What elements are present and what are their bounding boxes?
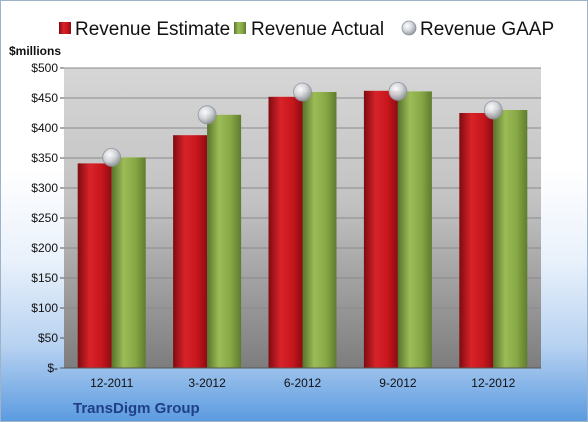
bar-revenue-estimate [173, 135, 208, 368]
gaap-markers [102, 82, 503, 167]
bar-revenue-actual [493, 110, 528, 368]
y-tick-label: $500 [31, 61, 58, 75]
y-tick-label: $400 [31, 121, 58, 135]
bar-revenue-actual [207, 114, 242, 368]
legend-swatch-estimate [59, 22, 71, 34]
y-tick-label: $- [47, 361, 58, 375]
bar-revenue-actual [397, 91, 432, 369]
bars [77, 90, 528, 369]
marker-revenue-gaap [293, 82, 312, 102]
legend-item-gaap: Revenue GAAP [401, 19, 554, 40]
y-tick-label: $50 [38, 331, 58, 345]
bar-revenue-estimate [77, 163, 112, 368]
bar-revenue-actual [111, 157, 146, 368]
units-label: $millions [9, 44, 61, 58]
legend: Revenue Estimate Revenue Actual Revenue … [59, 19, 554, 40]
bar-revenue-estimate [268, 96, 303, 369]
y-tick-label: $350 [31, 151, 58, 165]
marker-revenue-gaap [197, 105, 217, 125]
company-name: TransDigm Group [73, 400, 200, 417]
legend-item-estimate: Revenue Estimate [59, 19, 230, 40]
marker-revenue-gaap [102, 147, 122, 167]
x-tick-label: 12-2011 [90, 376, 133, 390]
y-tick-label: $300 [31, 181, 58, 195]
legend-swatch-actual [234, 22, 246, 34]
legend-item-actual: Revenue Actual [234, 19, 384, 40]
x-tick-label: 6-2012 [284, 376, 322, 390]
x-tick-label: 3-2012 [188, 376, 226, 390]
bar-revenue-actual [302, 92, 337, 368]
x-axis-ticks: 12-2011 3-2012 6-2012 9-2012 12-2012 [90, 376, 516, 390]
y-tick-label: $100 [31, 301, 58, 315]
legend-label-gaap: Revenue GAAP [420, 19, 554, 40]
y-tick-label: $150 [31, 271, 58, 285]
bar-revenue-estimate [459, 113, 494, 368]
legend-marker-gaap [401, 20, 417, 36]
legend-label-estimate: Revenue Estimate [75, 19, 230, 40]
marker-revenue-gaap [388, 82, 408, 101]
bar-revenue-estimate [363, 90, 398, 369]
y-axis-ticks: $- $50 $100 $150 $200 $250 $300 $350 $400 $450 $50… [31, 61, 58, 375]
y-tick-label: $250 [31, 211, 58, 225]
y-tick-label: $450 [31, 91, 58, 105]
marker-revenue-gaap [483, 100, 503, 120]
y-tick-label: $200 [31, 241, 58, 255]
x-tick-label: 9-2012 [379, 376, 417, 390]
legend-label-actual: Revenue Actual [251, 19, 384, 40]
x-tick-label: 12-2012 [471, 376, 515, 390]
